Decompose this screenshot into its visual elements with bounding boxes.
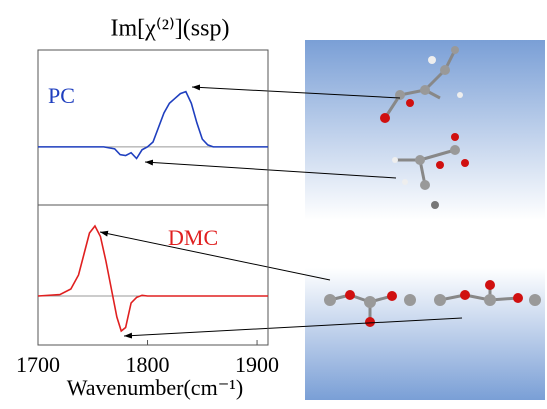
x-tick-label: 1900 (235, 352, 279, 377)
figure: Im[χ⁽²⁾](ssp) Wavenumber(cm⁻¹) PC 1700 180… (0, 0, 547, 409)
x-tick-label: 1800 (126, 352, 170, 377)
x-tick-label: 1700 (16, 352, 60, 377)
molecule-panel-dmc (305, 268, 545, 400)
x-axis-label: Wavenumber(cm⁻¹) (67, 375, 243, 400)
series-label: DMC (168, 225, 218, 250)
spectrum-line (38, 226, 268, 331)
chart-title: Im[χ⁽²⁾](ssp) (111, 16, 230, 42)
molecule-panel-pc (305, 40, 545, 220)
series-label: PC (48, 83, 75, 108)
